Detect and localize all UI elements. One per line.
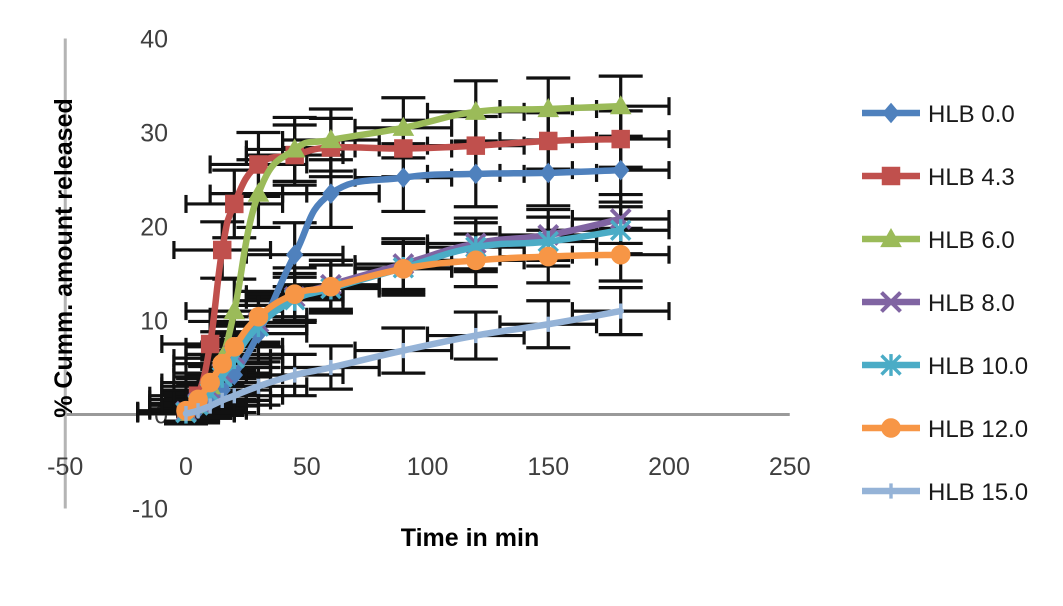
x-tick-label: 100 [407,453,449,481]
y-tick-label: 30 [140,120,168,148]
x-tick-label: 150 [527,453,569,481]
data-point-marker [394,139,413,158]
data-point-marker [212,353,233,374]
data-point-marker [224,337,245,357]
data-point-marker [611,159,630,181]
data-point-marker [466,136,486,155]
data-point-marker [284,284,305,304]
data-point-marker [223,300,246,320]
data-point-marker [880,291,902,313]
data-point-marker [248,306,269,327]
legend-item-label: HLB 4.3 [928,164,1015,191]
data-point-marker [394,167,413,188]
data-point-marker [609,219,632,242]
legend-item-label: HLB 12.0 [928,416,1028,443]
data-point-marker [247,182,270,202]
data-point-marker [882,102,900,124]
data-series [175,95,632,424]
legend-item-hlb-0-0[interactable]: HLB 0.0 [862,101,1015,128]
data-point-marker [881,166,901,186]
data-point-marker [880,354,902,376]
data-point-marker [611,129,630,149]
data-point-marker [465,250,486,271]
data-point-marker [609,95,632,115]
data-point-marker [467,163,485,185]
legend-item-hlb-6-0[interactable]: HLB 6.0 [862,227,1015,254]
x-tick-label: 250 [769,453,811,481]
data-point-marker [283,138,306,158]
data-point-marker [322,183,340,204]
data-point-marker [225,194,244,214]
x-tick-label: 50 [293,453,321,481]
data-point-marker [285,244,304,265]
x-tick-label: -50 [47,453,83,481]
legend-item-hlb-15-0[interactable]: HLB 15.0 [862,479,1028,506]
data-point-marker [881,418,901,438]
data-point-marker [320,129,342,149]
legend-item-label: HLB 0.0 [928,101,1015,128]
data-point-marker [212,240,232,260]
data-point-marker [249,155,268,174]
data-point-marker [538,246,559,267]
x-axis-title: Time in min [401,524,539,552]
legend-item-hlb-10-0[interactable]: HLB 10.0 [862,353,1028,380]
legend-item-label: HLB 8.0 [928,290,1015,317]
data-point-marker [321,276,341,297]
x-tick-label: 200 [648,453,690,481]
x-axis-tick-labels: -50 0 50 100 150 200 250 [47,453,810,481]
legend-item-hlb-12-0[interactable]: HLB 12.0 [862,416,1028,443]
legend-item-hlb-4-3[interactable]: HLB 4.3 [862,164,1015,191]
data-point-marker [200,372,220,393]
data-point-marker [537,98,560,118]
legend-item-label: HLB 15.0 [928,479,1028,506]
y-tick-label: 40 [140,26,168,54]
data-point-marker [880,228,902,248]
y-axis-title: % Cumm. amount released [50,98,78,418]
y-tick-label: -10 [132,496,168,524]
data-point-marker [539,131,558,151]
data-point-marker [610,244,631,265]
y-tick-label: 20 [140,214,168,242]
series-hlb-15-0 [182,303,624,422]
data-point-marker [200,334,220,354]
y-tick-label: 10 [140,308,168,336]
data-point-marker [392,116,415,136]
axis-titles: Time in min % Cumm. amount released [50,98,539,552]
legend-item-hlb-8-0[interactable]: HLB 8.0 [862,290,1015,317]
x-tick-label: 0 [179,453,193,481]
data-point-marker [464,100,487,120]
data-point-marker [539,162,557,184]
data-point-marker [393,258,414,279]
chart-legend: HLB 0.0 HLB 4.3 HLB 6.0 HLB 8.0 HLB 10.0 HLB … [862,101,1028,506]
legend-item-label: HLB 10.0 [928,353,1028,380]
legend-item-label: HLB 6.0 [928,227,1015,254]
